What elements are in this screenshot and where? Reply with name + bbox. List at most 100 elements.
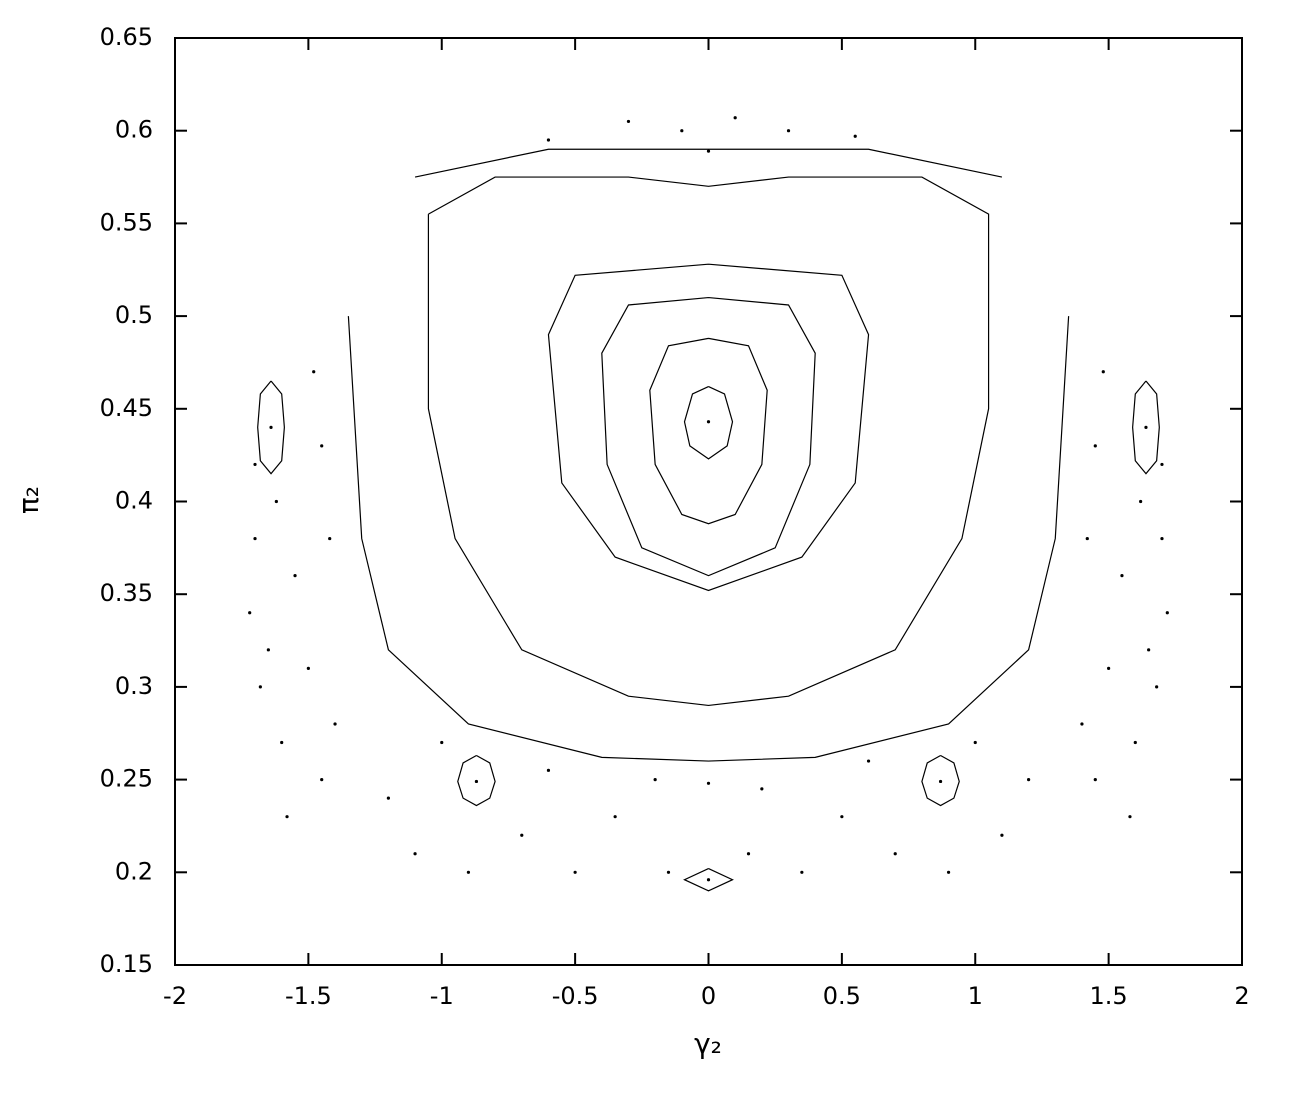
x-axis-label: γ₂ [694, 1027, 722, 1060]
plot-frame [174, 37, 1243, 966]
x-tick-label: 1.5 [1090, 982, 1128, 1010]
orbit-curve [1132, 380, 1160, 475]
orbit-point [280, 740, 284, 745]
orbit-point [269, 425, 273, 429]
orbit-point [546, 138, 551, 142]
orbit-point [1165, 611, 1169, 615]
x-tick-label: 2 [1234, 982, 1249, 1010]
orbit-point [866, 759, 871, 763]
orbit-curve [649, 337, 768, 525]
orbit-point [680, 129, 684, 133]
orbit-point [306, 666, 310, 670]
orbit-point [1128, 815, 1132, 819]
x-tick-label: -1 [430, 982, 454, 1010]
orbit-point [274, 499, 278, 504]
y-tick-label: 0.15 [100, 950, 153, 978]
orbit-point [546, 768, 551, 772]
orbit-point [706, 420, 711, 424]
orbit-point [520, 833, 524, 837]
x-tick-label: 1 [968, 982, 983, 1010]
orbit-point [573, 870, 577, 874]
orbit-point [312, 370, 316, 374]
orbit-point [386, 796, 390, 800]
orbit-curve [683, 868, 734, 892]
orbit-point [1139, 499, 1143, 504]
y-tick-label: 0.2 [115, 857, 153, 885]
orbit-point [1160, 536, 1164, 541]
orbit-point [746, 852, 751, 856]
orbit-curve [457, 754, 496, 807]
x-tick-label: -2 [163, 982, 187, 1010]
orbit-point [1085, 536, 1089, 541]
orbit-point [626, 119, 631, 124]
y-tick-label: 0.5 [115, 301, 153, 329]
orbit-point [474, 779, 479, 784]
orbit-point [285, 815, 289, 819]
orbit-point [1160, 462, 1164, 467]
orbit-point [248, 611, 252, 615]
orbit-point [1000, 833, 1004, 837]
y-tick-label: 0.35 [100, 579, 153, 607]
orbit-point [258, 685, 262, 689]
y-tick-label: 0.4 [115, 487, 153, 515]
orbit-point [253, 536, 257, 541]
orbit-point [706, 781, 711, 785]
orbit-point [466, 870, 471, 874]
orbit-curve [347, 316, 1070, 762]
orbit-point [760, 787, 764, 791]
orbit-point [413, 852, 417, 856]
orbit-point [320, 778, 324, 782]
orbit-curve [257, 380, 285, 475]
orbit-point [973, 740, 977, 745]
orbit-point [786, 129, 791, 133]
orbit-curve [601, 296, 816, 577]
y-tick-label: 0.45 [100, 394, 153, 422]
orbit-curve [921, 754, 960, 807]
orbit-point [706, 878, 711, 882]
orbit-point [853, 134, 857, 138]
x-tick-label: -0.5 [552, 982, 599, 1010]
orbit-point [440, 740, 444, 745]
x-tick-label: -1.5 [285, 982, 332, 1010]
orbit-point [1133, 740, 1137, 745]
orbit-point [1144, 425, 1148, 429]
orbit-point [840, 815, 844, 819]
orbit-point [706, 149, 711, 153]
y-axis-label: π₂ [12, 486, 45, 514]
y-tick-label: 0.65 [100, 23, 153, 51]
orbit-point [333, 722, 337, 726]
orbit-point [1147, 648, 1151, 652]
orbit-curve [683, 386, 734, 460]
orbit-point [733, 116, 737, 120]
orbit-point [266, 648, 270, 652]
orbit-point [653, 778, 657, 782]
orbit-point [800, 870, 804, 874]
orbit-point [1120, 574, 1124, 578]
orbit-point [893, 852, 897, 856]
y-tick-label: 0.25 [100, 765, 153, 793]
orbit-point [1101, 370, 1105, 374]
orbit-point [1107, 666, 1111, 670]
y-tick-label: 0.6 [115, 116, 153, 144]
orbit-point [946, 870, 951, 874]
orbit-point [666, 870, 671, 874]
orbit-curve [427, 176, 990, 707]
orbit-point [1027, 778, 1031, 782]
orbit-point [1155, 685, 1159, 689]
orbit-curve [414, 148, 1003, 178]
x-tick-label: 0.5 [823, 982, 861, 1010]
orbit-point [613, 815, 617, 819]
orbit-point [1093, 778, 1097, 782]
x-tick-label: 0 [701, 982, 716, 1010]
orbit-point [253, 462, 257, 467]
orbit-point [320, 444, 324, 448]
y-tick-label: 0.55 [100, 208, 153, 236]
orbit-point [1093, 444, 1097, 448]
orbit-point [1080, 722, 1084, 726]
orbit-curve [547, 263, 870, 592]
y-tick-label: 0.3 [115, 672, 153, 700]
orbit-point [328, 536, 332, 541]
orbit-point [938, 779, 943, 784]
orbit-point [293, 574, 297, 578]
